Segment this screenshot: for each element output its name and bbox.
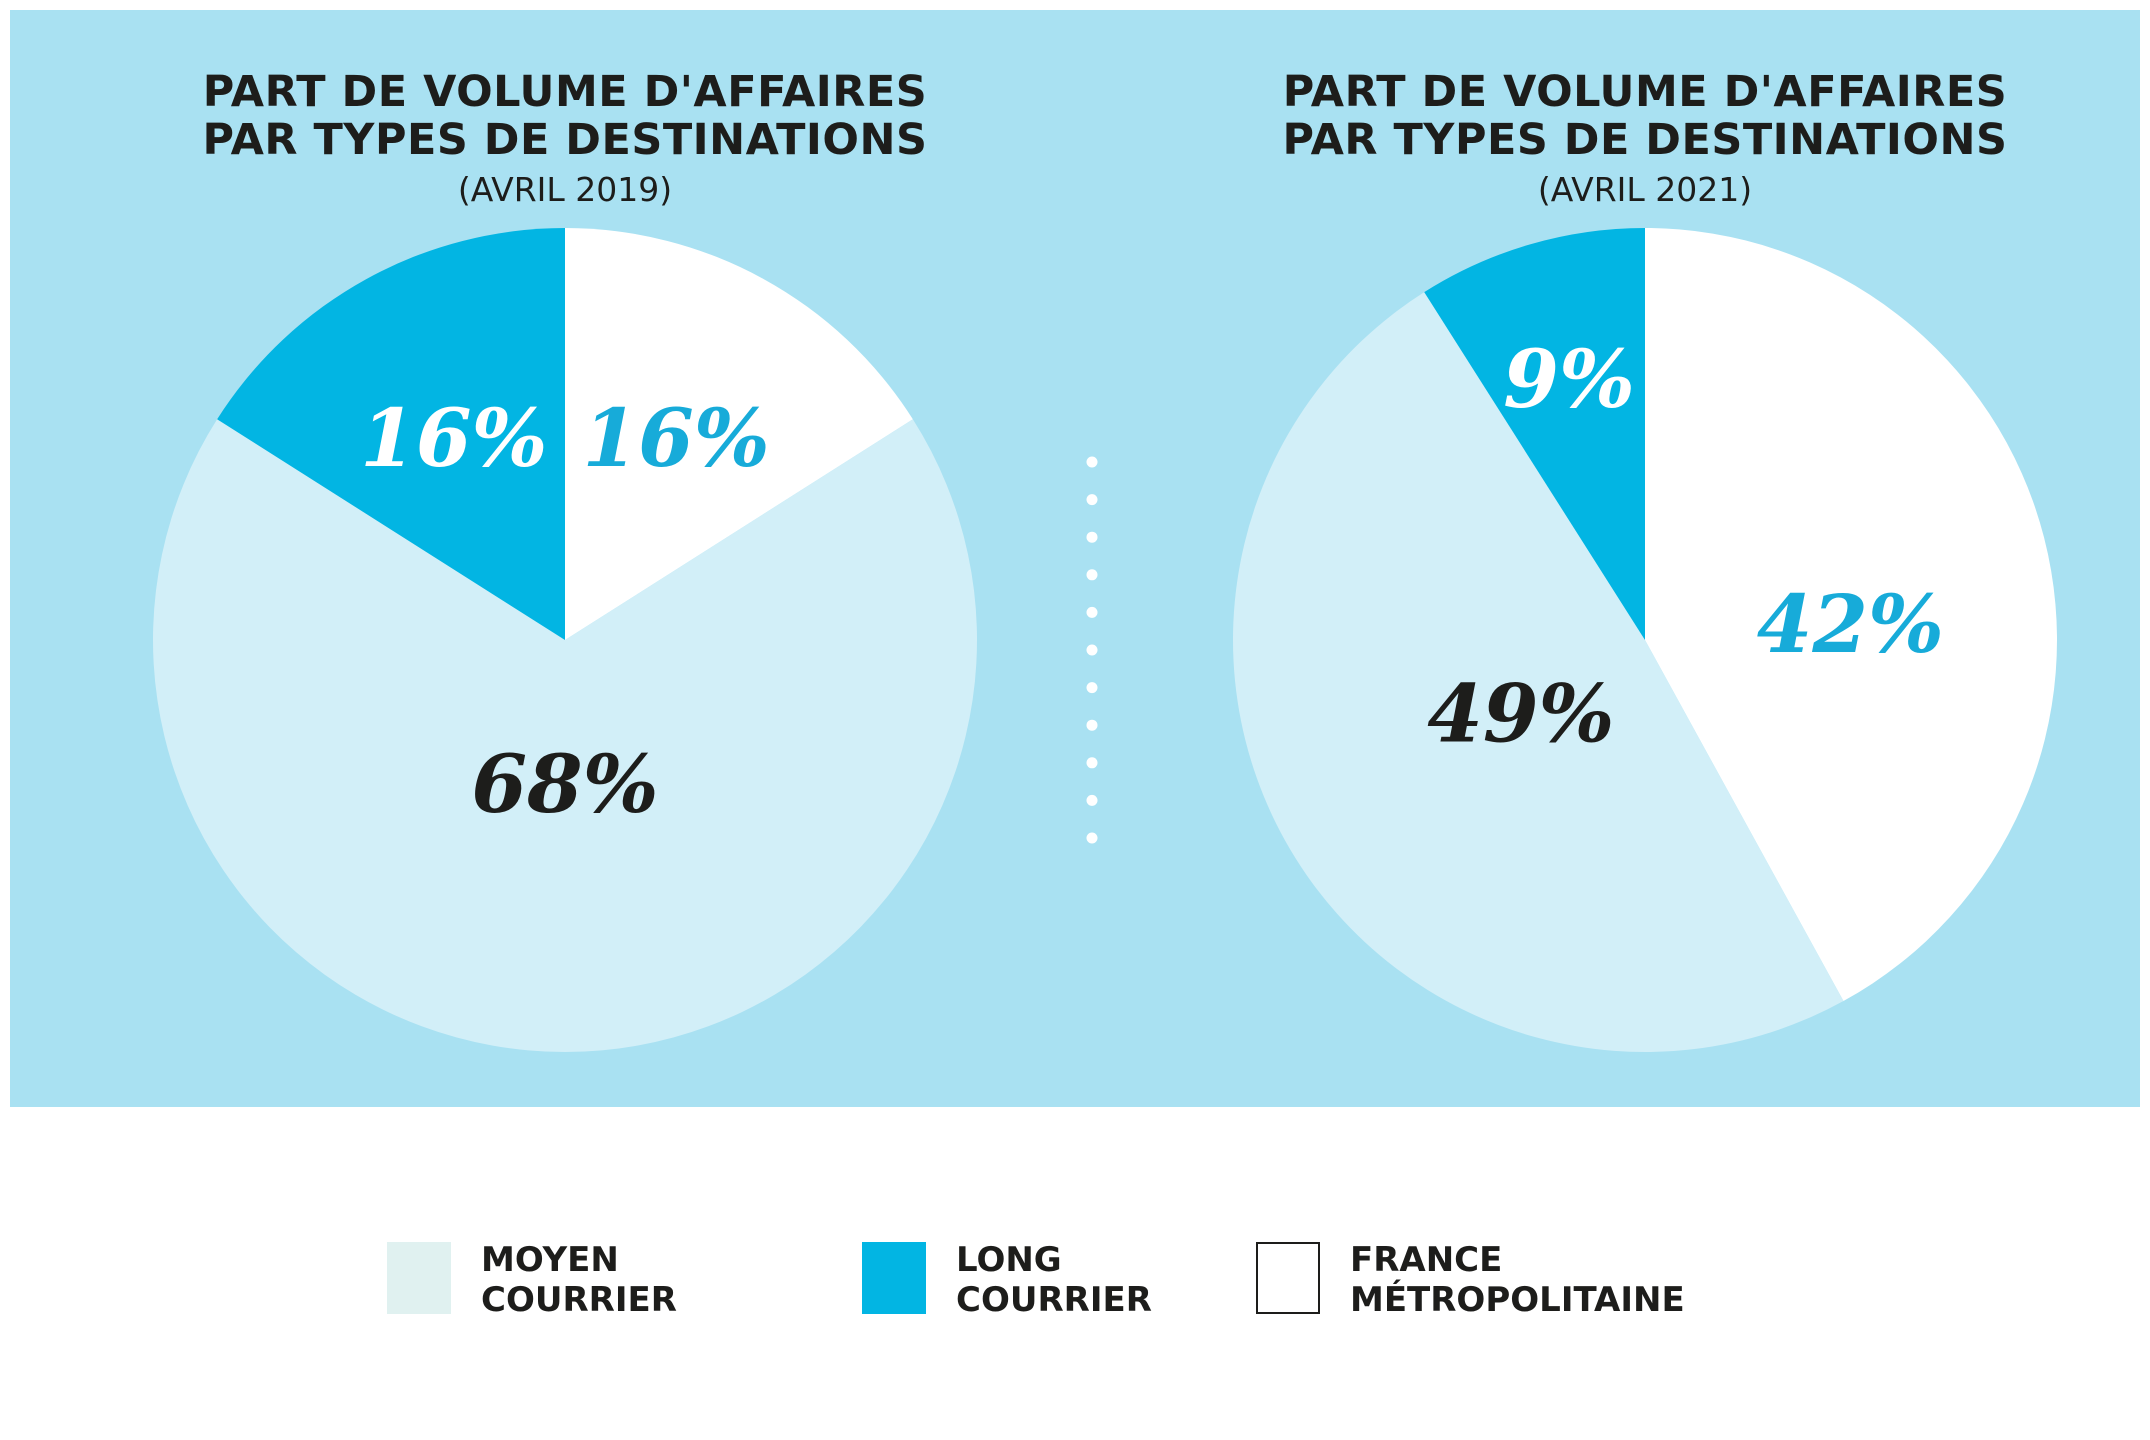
legend-label-line1: FRANCE [1350,1240,1503,1280]
legend: MOYEN COURRIER LONG COURRIER FRANCE MÉTR… [0,1200,2150,1360]
slice-label-france-metropolitaine: 16% [582,391,769,485]
divider-dot [1086,606,1098,618]
divider-dot [1086,719,1098,731]
chart-title-line1: PART DE VOLUME D'AFFAIRES [202,67,928,117]
legend-swatch-long-courrier [862,1242,926,1314]
legend-swatch-france-metropolitaine [1256,1242,1320,1314]
legend-label-line2: COURRIER [956,1280,1152,1320]
divider-dot [1086,832,1098,844]
divider-dot [1086,456,1098,468]
slice-label-long-courrier: 16% [360,391,547,485]
divider-dot [1086,644,1098,656]
chart-panel: PART DE VOLUME D'AFFAIRES PAR TYPES DE D… [10,10,2140,1107]
divider-dot [1086,531,1098,543]
divider-dot [1086,757,1098,769]
chart-title-line2: PAR TYPES DE DESTINATIONS [1282,115,2008,165]
divider-dot [1086,682,1098,694]
pie-svg-2019: 16% 68% 16% [153,228,978,1052]
divider-dot [1086,494,1098,506]
divider-dot [1086,794,1098,806]
slice-label-moyen-courrier: 68% [471,737,658,831]
pie-svg-2021: 42% 49% 9% [1232,228,2058,1053]
chart-title-line1: PART DE VOLUME D'AFFAIRES [1282,67,2008,117]
legend-label-line1: MOYEN [481,1240,619,1280]
pie-slice-france-metropolitaine [1645,228,2058,1002]
slice-label-france-metropolitaine: 42% [1757,577,1944,671]
pie-slice-moyen-courrier [153,419,978,1052]
slice-label-long-courrier: 9% [1503,332,1635,426]
legend-label-line2: MÉTROPOLITAINE [1350,1280,1685,1320]
legend-label: MOYEN COURRIER [481,1240,677,1320]
legend-label: LONG COURRIER [956,1240,1152,1320]
dotted-divider [1086,456,1098,856]
pie-slice-long-courrier [1424,228,1645,640]
legend-label: FRANCE MÉTROPOLITAINE [1350,1240,1685,1320]
slice-label-moyen-courrier: 49% [1427,666,1614,760]
legend-swatch-moyen-courrier [387,1242,451,1314]
chart-title-line2: PAR TYPES DE DESTINATIONS [202,115,928,165]
pie-slice-moyen-courrier [1232,292,1844,1053]
chart-subtitle: (AVRIL 2019) [457,170,673,209]
chart-subtitle: (AVRIL 2021) [1537,170,1753,209]
divider-dot [1086,569,1098,581]
legend-label-line1: LONG [956,1240,1062,1280]
pie-chart-2019: PART DE VOLUME D'AFFAIRES PAR TYPES DE D… [65,10,1065,1107]
pie-slice-france-metropolitaine [565,228,913,640]
legend-label-line2: COURRIER [481,1280,677,1320]
pie-chart-2021: PART DE VOLUME D'AFFAIRES PAR TYPES DE D… [1145,10,2145,1107]
pie-slice-long-courrier [217,228,565,640]
